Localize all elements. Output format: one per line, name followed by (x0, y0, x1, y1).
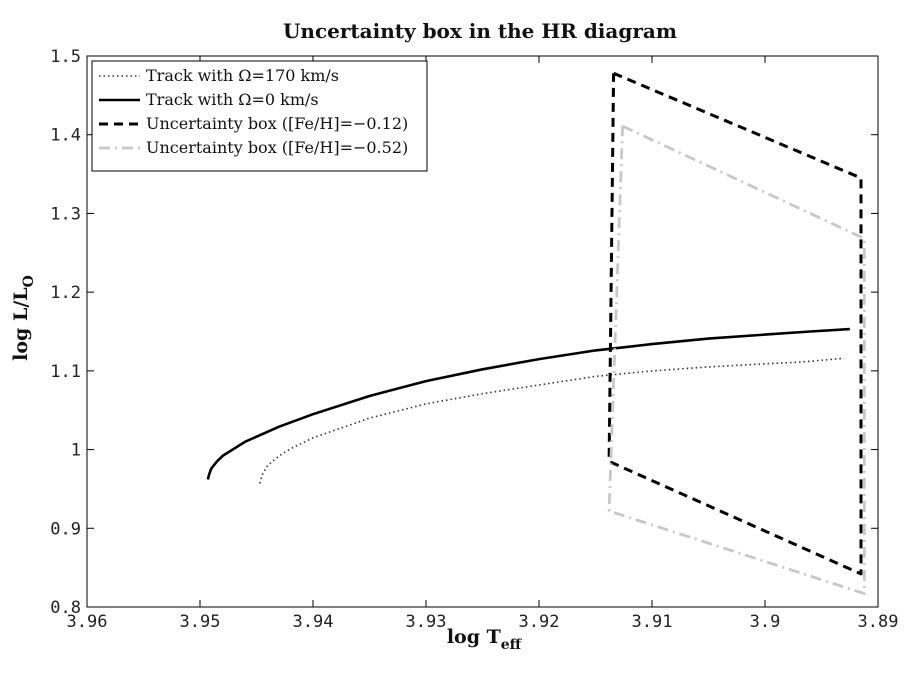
chart-title: Uncertainty box in the HR diagram (283, 19, 677, 43)
series-line-4 (607, 124, 866, 595)
y-axis-label: log L/LO (10, 275, 37, 361)
plot-frame (86, 55, 879, 608)
x-axis-label-sub: eff (501, 637, 523, 653)
x-tick-label: 3.96 (67, 612, 108, 632)
x-axis-label: log Teff (447, 626, 523, 653)
y-tick-label: 1.1 (50, 362, 81, 382)
y-tick-label: 1.3 (50, 204, 81, 224)
x-tick-label: 3.93 (406, 612, 447, 632)
legend-label-4: Uncertainty box ([Fe/H]=−0.52) (146, 138, 408, 157)
y-axis-label-main: log L/L (10, 287, 32, 360)
x-tick-label: 3.92 (519, 612, 560, 632)
y-tick-label: 1.4 (50, 126, 81, 146)
x-tick-label: 3.89 (858, 612, 899, 632)
series-line-3 (607, 71, 863, 576)
legend: Track with Ω=170 km/s Track with Ω=0 km/s… (91, 60, 428, 172)
series-line-2 (206, 327, 850, 480)
x-tick-label: 3.91 (632, 612, 673, 632)
y-axis-label-sub: O (21, 275, 37, 287)
y-tick-label: 1 (71, 441, 81, 461)
legend-label-1: Track with Ω=170 km/s (146, 66, 339, 85)
x-tick-label: 3.9 (750, 612, 781, 632)
y-tick-labels: 0.8 0.9 1 1.1 1.2 1.3 1.4 1.5 (50, 47, 81, 618)
y-tick-label: 0.8 (50, 598, 81, 618)
legend-label-3: Uncertainty box ([Fe/H]=−0.12) (146, 114, 408, 133)
x-tick-label: 3.94 (293, 612, 334, 632)
y-tick-label: 1.5 (50, 47, 81, 67)
y-tick-label: 0.9 (50, 519, 81, 539)
y-tick-label: 1.2 (50, 283, 81, 303)
x-tick-label: 3.95 (180, 612, 221, 632)
x-axis-label-main: log T (447, 626, 501, 648)
legend-label-2: Track with Ω=0 km/s (146, 90, 319, 109)
series-line-1 (259, 357, 845, 484)
x-tick-labels: 3.96 3.95 3.94 3.93 3.92 3.91 3.9 3.89 (67, 612, 899, 632)
series-layer (206, 71, 866, 595)
legend-box (91, 60, 428, 172)
